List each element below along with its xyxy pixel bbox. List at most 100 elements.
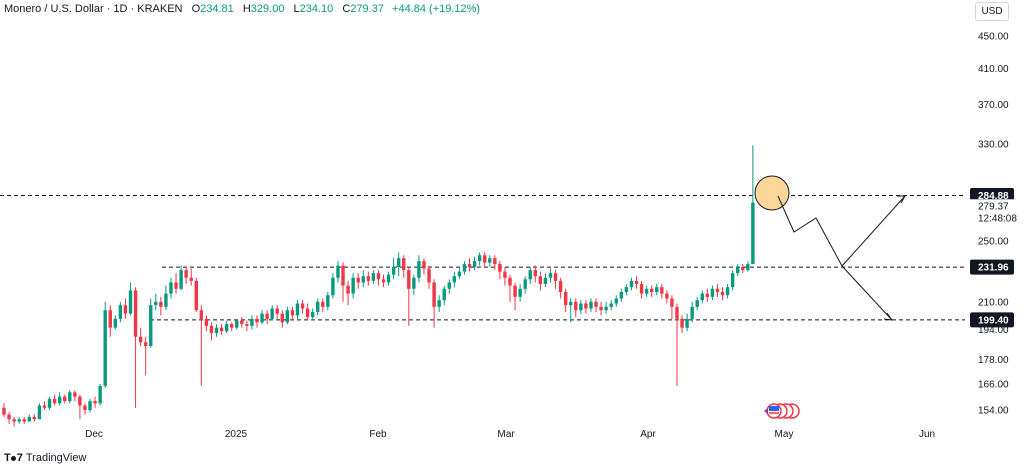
candle-body [533,270,537,277]
candle-body [437,300,441,307]
candle-body [275,308,279,314]
candle-body [7,414,11,420]
candle-body [730,273,735,288]
candle-body [17,419,21,422]
candle-body [483,255,487,263]
candle-body [2,407,6,415]
candle-body [422,261,426,269]
candle-body [741,267,745,271]
candle-body [548,273,553,278]
candle-body [214,327,219,334]
candle-body [518,288,522,297]
open-label: O [191,3,201,15]
candle-body [584,303,588,309]
events-flag-icon[interactable] [764,403,800,419]
candle-body [336,265,340,278]
candle-body [558,280,563,292]
time-axis: Dec 2025 Feb Mar Apr May Jun [85,429,935,440]
candle-body [133,290,138,337]
candle-body [149,305,153,347]
candle-body [321,301,325,307]
currency-button[interactable]: USD [975,2,1009,21]
open-value: 234.81 [200,3,234,15]
candle-body [462,264,467,272]
candle-body [113,318,118,328]
candle-body [88,401,92,410]
candle-body [209,325,214,334]
candle-body [543,277,548,285]
candle-body [346,285,350,294]
candle-body [381,279,386,283]
candle-body [240,320,244,325]
symbol-title[interactable]: Monero / U.S. Dollar · 1D · KRAKEN [4,3,183,15]
time-tick-label: Mar [497,429,515,440]
candle-body [452,276,457,283]
candle-body [184,270,188,278]
price-tag-label: 284.88 [978,191,1009,202]
candle-body [402,258,406,271]
candle-body [523,279,527,289]
candle-body [574,301,578,311]
candle-body [300,303,305,309]
price-axis: 450.00 410.00 370.00 330.00 250.00 210.00 194.… [978,32,1009,417]
high-label: H [242,3,251,15]
candle-body [680,318,684,328]
time-tick-label: May [775,429,794,440]
candle-body [513,285,517,297]
time-tick-label: Apr [640,429,656,440]
candle-body [270,308,274,319]
candle-body [675,306,679,319]
candle-body [629,280,634,288]
candle-body [386,274,391,283]
candle-body [563,291,568,306]
candle-body [245,324,249,326]
candle-body [27,416,31,422]
price-tag-label: 199.40 [978,315,1009,326]
candle-body [260,313,264,323]
low-value: 234.10 [299,3,334,15]
candle-body [224,324,229,332]
projection-arrow-down-head [883,312,894,321]
price-tag-box [970,312,1014,328]
candle-body [498,264,502,272]
candle-body [371,273,376,281]
candle-body [472,261,477,268]
candle-body [412,277,416,289]
annotations [754,175,906,419]
price-tick-label: 166.00 [978,379,1009,390]
candle-body [341,265,345,286]
candle-body [528,270,532,280]
candle-body [32,416,37,420]
symbol-header: Monero / U.S. Dollar · 1D · KRAKEN O234.… [4,3,480,15]
candle-body [751,202,755,265]
price-tick-label: 370.00 [978,100,1009,111]
price-tick-label: 210.00 [978,297,1009,308]
candle-body [290,310,295,316]
candle-body [204,318,209,326]
price-tag-box [970,199,1020,226]
candle-body [467,264,472,268]
candle-body [331,277,335,296]
candle-body [589,301,593,309]
candle-body [280,313,284,323]
candle-body [250,318,254,326]
candle-body [407,270,411,289]
time-tick-label: 2025 [225,429,248,440]
candle-body [310,311,315,318]
candle-body [361,276,365,283]
candle-body [746,264,750,271]
candle-body [42,405,47,408]
candle-body [700,293,704,301]
candle-body [194,280,198,311]
candle-body [57,396,62,404]
projection-arrow-up [777,195,906,267]
candle-body [179,270,183,289]
price-tick-label: 450.00 [978,32,1009,43]
candle-body [396,258,401,268]
candle-body [123,305,128,314]
candle-body [710,288,715,297]
candle-body [614,298,618,304]
